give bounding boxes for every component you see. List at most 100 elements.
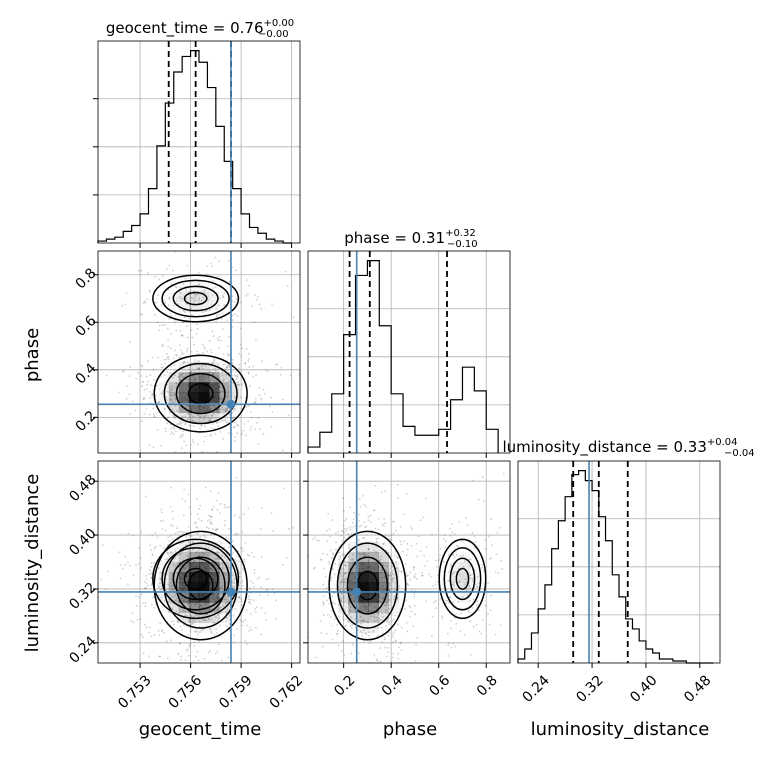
x-tick-label: 0.759 [216,672,256,712]
density-cell [168,562,180,573]
scatter-point [380,601,383,604]
scatter-point [144,601,147,604]
scatter-point [201,343,204,346]
scatter-point [150,562,153,565]
scatter-point [447,655,450,657]
scatter-point [157,401,160,403]
scatter-point [159,571,162,574]
scatter-point [187,565,190,568]
scatter-point [160,559,163,562]
scatter-point [233,425,236,428]
scatter-point [367,519,370,522]
scatter-point [241,347,243,350]
scatter-point [220,339,222,342]
scatter-point [247,507,250,510]
scatter-point [281,398,284,401]
y-tick-label: 0.32 [66,579,99,612]
scatter-point [202,351,204,354]
scatter-point [419,519,422,522]
scatter-point [253,401,256,404]
ylabel-luminosity-distance: luminosity_distance [22,474,43,653]
scatter-point [212,361,215,364]
scatter-point [179,542,182,545]
scatter-point [216,558,219,560]
scatter-point [192,622,195,625]
scatter-point [164,427,167,430]
scatter-point [183,614,186,617]
scatter-point [209,408,212,411]
scatter-point [331,595,334,598]
scatter-point [211,294,214,297]
scatter-point [213,546,216,549]
scatter-point [421,574,424,577]
density-cell [188,392,200,403]
density-cell [178,582,190,593]
scatter-point [374,527,377,530]
scatter-point [224,304,226,306]
scatter-point [392,635,395,638]
scatter-point [400,571,403,574]
scatter-point [321,645,324,648]
scatter-point [140,269,143,272]
scatter-point [233,514,236,517]
scatter-point [326,553,329,556]
scatter-point [195,655,198,658]
scatter-point [185,302,188,305]
scatter-point [271,411,274,413]
scatter-point [236,432,239,435]
scatter-point [159,577,162,580]
scatter-point [179,625,182,628]
scatter-point [198,631,201,634]
scatter-point [149,390,151,393]
scatter-point [170,486,173,489]
scatter-point [384,522,387,524]
scatter-point [210,378,213,380]
scatter-point [226,625,228,628]
scatter-point [243,423,246,425]
scatter-point [226,421,229,424]
scatter-point [233,407,236,410]
scatter-point [155,302,158,304]
scatter-point [194,293,196,296]
scatter-point [387,634,390,637]
scatter-point [251,628,253,631]
scatter-point [228,336,231,338]
scatter-point [189,424,192,427]
scatter-point [255,374,258,376]
scatter-point [135,605,138,607]
scatter-point [423,554,426,557]
scatter-point [190,307,192,310]
scatter-point [411,528,414,530]
scatter-point [209,607,211,610]
scatter-point [198,367,200,369]
scatter-point [214,286,217,289]
title-phase: phase = 0.31+0.32 [344,228,475,247]
scatter-point [465,517,467,519]
scatter-point [404,563,407,565]
scatter-point [265,589,268,591]
scatter-point [174,550,177,553]
scatter-point [377,517,380,520]
scatter-point [143,412,146,415]
scatter-point [161,343,164,346]
scatter-point [214,557,217,560]
density-cell [158,592,169,603]
scatter-point [186,648,189,651]
scatter-point [181,372,184,375]
scatter-point [174,285,177,288]
panel-geocent-time-hist [93,40,301,248]
scatter-point [254,428,257,431]
scatter-point [472,479,475,482]
scatter-point [453,584,456,587]
scatter-point [199,504,202,507]
scatter-point [211,523,213,526]
scatter-point [375,541,378,543]
scatter-point [232,381,234,384]
scatter-point [430,575,433,578]
scatter-point [232,319,234,322]
scatter-point [383,589,386,591]
density-cell [158,572,169,583]
scatter-point [170,639,172,642]
scatter-point [167,416,170,419]
scatter-point [259,528,262,530]
